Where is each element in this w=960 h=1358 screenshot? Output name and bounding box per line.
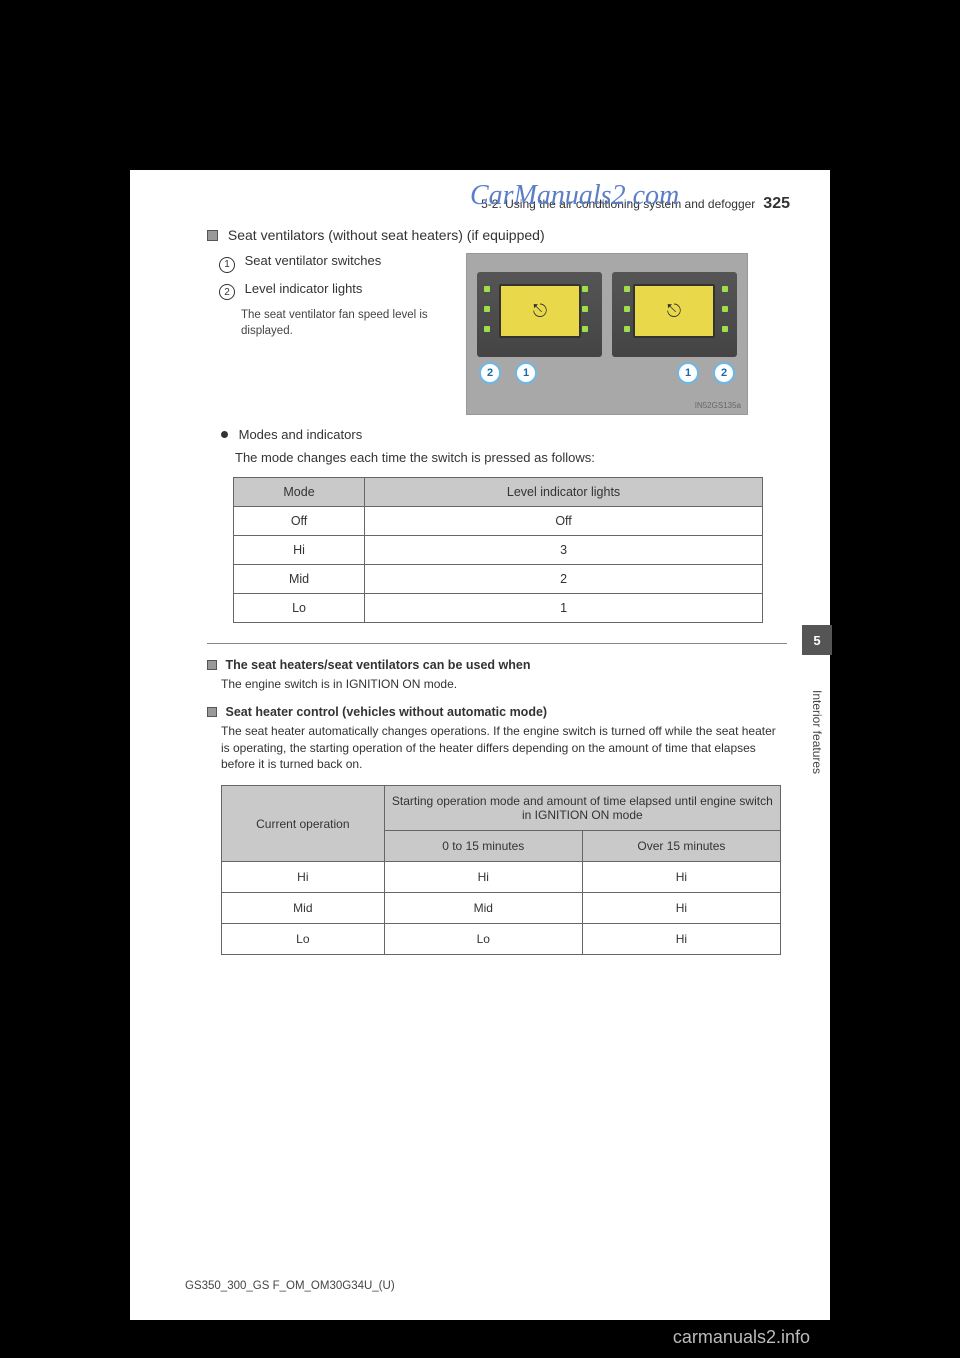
diagram-callout: 2 bbox=[713, 362, 735, 384]
circled-number-icon: 2 bbox=[219, 284, 235, 300]
table-header-row: Mode Level indicator lights bbox=[234, 478, 763, 507]
item-label: Level indicator lights bbox=[245, 281, 363, 296]
section-path: 5-2. Using the air conditioning system a… bbox=[481, 197, 755, 211]
page-header: 5-2. Using the air conditioning system a… bbox=[185, 195, 790, 213]
watermark-bottom: carmanuals2.info bbox=[673, 1327, 810, 1348]
round-bullet-icon bbox=[221, 431, 228, 438]
seat-icon: ⎋ bbox=[667, 301, 681, 322]
circled-number-icon: 1 bbox=[219, 257, 235, 273]
subsection-title: Modes and indicators bbox=[221, 427, 790, 442]
table-header: Current operation bbox=[222, 786, 385, 862]
footer-code: GS350_300_GS F_OM_OM30G34U_(U) bbox=[185, 1280, 395, 1292]
table-row: HiHiHi bbox=[222, 862, 781, 893]
table-header: Starting operation mode and amount of ti… bbox=[384, 786, 780, 831]
table-cell: Mid bbox=[234, 565, 365, 594]
table-row: LoLoHi bbox=[222, 924, 781, 955]
table-header: Mode bbox=[234, 478, 365, 507]
table-cell: 2 bbox=[365, 565, 763, 594]
table-cell: Hi bbox=[384, 862, 582, 893]
diagram-callout: 1 bbox=[515, 362, 537, 384]
seat-icon: ⎋ bbox=[533, 301, 547, 322]
table-cell: Hi bbox=[582, 893, 780, 924]
diagram-callout: 2 bbox=[479, 362, 501, 384]
table-cell: 1 bbox=[365, 594, 763, 623]
led-indicator bbox=[484, 286, 492, 332]
item-description: The seat ventilator fan speed level is d… bbox=[241, 308, 454, 339]
item-list: 1 Seat ventilator switches 2 Level indic… bbox=[219, 253, 454, 415]
table-header: Level indicator lights bbox=[365, 478, 763, 507]
note-title: The seat heaters/seat ventilators can be… bbox=[207, 658, 790, 672]
page-container: CarManuals2.com 5-2. Using the air condi… bbox=[0, 0, 960, 1358]
led-indicator bbox=[722, 286, 730, 332]
square-bullet-icon bbox=[207, 660, 217, 670]
diagram-column: ⎋ ⎋ 2 1 1 2 IN52GS135a bbox=[466, 253, 748, 415]
operations-table: Current operation Starting operation mod… bbox=[221, 785, 781, 955]
chapter-tab: 5 bbox=[802, 625, 832, 655]
subsection-description: The mode changes each time the switch is… bbox=[235, 450, 790, 465]
diagram-callout: 1 bbox=[677, 362, 699, 384]
table-header-row: Current operation Starting operation mod… bbox=[222, 786, 781, 831]
divider bbox=[207, 643, 787, 644]
table-row: OffOff bbox=[234, 507, 763, 536]
table-cell: Off bbox=[234, 507, 365, 536]
diagram-screen-left: ⎋ bbox=[499, 284, 581, 338]
diagram-screen-right: ⎋ bbox=[633, 284, 715, 338]
table-cell: Hi bbox=[582, 924, 780, 955]
note-title: Seat heater control (vehicles without au… bbox=[207, 705, 790, 719]
subsection-title-text: Modes and indicators bbox=[239, 427, 363, 442]
note-body: The seat heater automatically changes op… bbox=[221, 723, 781, 773]
diagram-code: IN52GS135a bbox=[695, 401, 741, 410]
note-body: The engine switch is in IGNITION ON mode… bbox=[221, 676, 781, 693]
item-label: Seat ventilator switches bbox=[245, 253, 382, 268]
table-cell: Lo bbox=[222, 924, 385, 955]
table-cell: 3 bbox=[365, 536, 763, 565]
table-row: Mid2 bbox=[234, 565, 763, 594]
table-row: Lo1 bbox=[234, 594, 763, 623]
table-cell: Lo bbox=[384, 924, 582, 955]
table-cell: Mid bbox=[384, 893, 582, 924]
section-title-text: Seat ventilators (without seat heaters) … bbox=[228, 227, 545, 243]
table-row: MidMidHi bbox=[222, 893, 781, 924]
seat-ventilator-diagram: ⎋ ⎋ 2 1 1 2 IN52GS135a bbox=[466, 253, 748, 415]
led-indicator bbox=[582, 286, 590, 332]
section-title: Seat ventilators (without seat heaters) … bbox=[207, 227, 790, 243]
square-bullet-icon bbox=[207, 707, 217, 717]
square-bullet-icon bbox=[207, 230, 218, 241]
table-cell: Hi bbox=[582, 862, 780, 893]
modes-table: Mode Level indicator lights OffOff Hi3 M… bbox=[233, 477, 763, 623]
table-cell: Hi bbox=[234, 536, 365, 565]
table-row: Hi3 bbox=[234, 536, 763, 565]
table-cell: Lo bbox=[234, 594, 365, 623]
chapter-label: Interior features bbox=[810, 690, 824, 774]
list-item: 1 Seat ventilator switches bbox=[219, 253, 454, 273]
note-title-text: Seat heater control (vehicles without au… bbox=[225, 705, 547, 719]
led-indicator bbox=[624, 286, 632, 332]
content-two-column: 1 Seat ventilator switches 2 Level indic… bbox=[219, 253, 790, 415]
table-cell: Mid bbox=[222, 893, 385, 924]
table-header: 0 to 15 minutes bbox=[384, 831, 582, 862]
manual-page: 5-2. Using the air conditioning system a… bbox=[130, 170, 830, 1320]
note-title-text: The seat heaters/seat ventilators can be… bbox=[225, 658, 530, 672]
table-cell: Off bbox=[365, 507, 763, 536]
table-cell: Hi bbox=[222, 862, 385, 893]
list-item: 2 Level indicator lights bbox=[219, 281, 454, 301]
page-number: 325 bbox=[763, 195, 790, 213]
table-header: Over 15 minutes bbox=[582, 831, 780, 862]
